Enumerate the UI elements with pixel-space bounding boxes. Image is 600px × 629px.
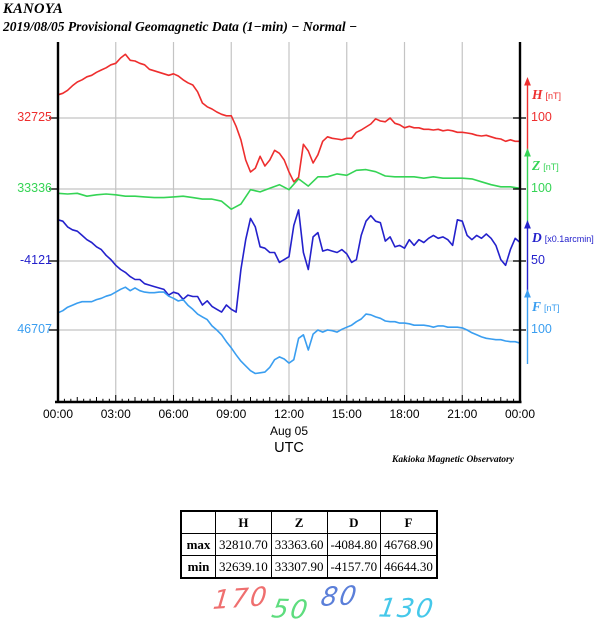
series-unit-H: [nT] — [545, 91, 562, 101]
series-line-D — [57, 209, 521, 313]
series-letter-Z: Z — [532, 158, 541, 173]
scale-value-D: 50 — [531, 253, 545, 267]
station-title: KANOYA — [3, 1, 64, 17]
series-name-label-D: D [x0.1arcmin] — [532, 230, 594, 246]
series-letter-H: H — [532, 87, 543, 102]
handwritten-z-range: 50 — [269, 594, 312, 626]
series-name-label-H: H [nT] — [532, 87, 561, 103]
x-tick-label-7: 21:00 — [447, 407, 478, 421]
table-header-h: H — [215, 510, 272, 534]
min-d-value: -4157.70 — [326, 555, 382, 579]
series-name-label-F: F [nT] — [532, 299, 560, 315]
scale-arrowhead-Z — [524, 148, 531, 157]
magnetogram-chart — [49, 42, 531, 404]
series-name-label-Z: Z [nT] — [532, 158, 559, 174]
left-axis-value-D: -4121 — [20, 253, 52, 267]
scale-arrowhead-F — [524, 289, 531, 298]
minmax-table: H Z D F max 32810.70 33363.60 -4084.80 4… — [180, 510, 438, 579]
x-tick-label-2: 06:00 — [158, 407, 189, 421]
row-label-max: max — [180, 533, 216, 556]
observatory-credit: Kakioka Magnetic Observatory — [392, 455, 514, 465]
x-tick-label-8: 00:00 — [504, 407, 536, 421]
series-letter-F: F — [532, 299, 542, 314]
series-unit-D: [x0.1arcmin] — [544, 234, 594, 244]
min-h-value: 32639.10 — [215, 555, 272, 579]
table-header-d: D — [326, 510, 382, 534]
x-tick-label-6: 18:00 — [389, 407, 420, 421]
x-tick-label-4: 12:00 — [273, 407, 305, 421]
x-tick-label-3: 09:00 — [216, 407, 247, 421]
series-unit-F: [nT] — [544, 303, 560, 313]
scale-arrowhead-H — [524, 77, 531, 86]
series-letter-D: D — [532, 230, 542, 245]
scale-arrowhead-D — [524, 220, 531, 229]
max-z-value: 33363.60 — [270, 533, 328, 556]
table-header-row: H Z D F — [180, 510, 438, 534]
max-h-value: 32810.70 — [215, 533, 272, 556]
x-tick-label-0: 00:00 — [42, 407, 74, 421]
row-label-min: min — [180, 555, 216, 579]
table-row-max: max 32810.70 33363.60 -4084.80 46768.90 — [180, 533, 438, 556]
table-corner-cell — [180, 510, 216, 534]
min-f-value: 46644.30 — [380, 555, 438, 579]
max-d-value: -4084.80 — [326, 533, 382, 556]
x-tick-label-1: 03:00 — [100, 407, 131, 421]
series-unit-Z: [nT] — [543, 162, 559, 172]
table-row-min: min 32639.10 33307.90 -4157.70 46644.30 — [180, 555, 438, 579]
x-axis-day-label: Aug 05 — [269, 424, 309, 438]
scale-value-F: 100 — [531, 322, 552, 336]
x-tick-label-5: 15:00 — [331, 407, 362, 421]
series-line-F — [57, 286, 521, 375]
left-axis-value-Z: 33336 — [17, 181, 52, 195]
handwritten-d-range: 80 — [318, 580, 361, 614]
min-z-value: 33307.90 — [270, 555, 328, 579]
plot-subtitle: 2019/08/05 Provisional Geomagnetic Data … — [3, 19, 358, 34]
handwritten-h-range: 170 — [211, 581, 271, 617]
table-header-z: Z — [270, 510, 328, 534]
series-line-H — [57, 53, 521, 183]
series-line-Z — [57, 168, 521, 210]
max-f-value: 46768.90 — [380, 533, 438, 556]
table-header-f: F — [380, 510, 438, 534]
left-axis-value-F: 46707 — [17, 322, 52, 336]
x-axis-timezone-label: UTC — [274, 440, 304, 456]
handwritten-f-range: 130 — [376, 593, 438, 625]
scale-value-Z: 100 — [531, 181, 552, 195]
left-axis-value-H: 32725 — [17, 110, 52, 124]
scale-value-H: 100 — [531, 110, 552, 124]
